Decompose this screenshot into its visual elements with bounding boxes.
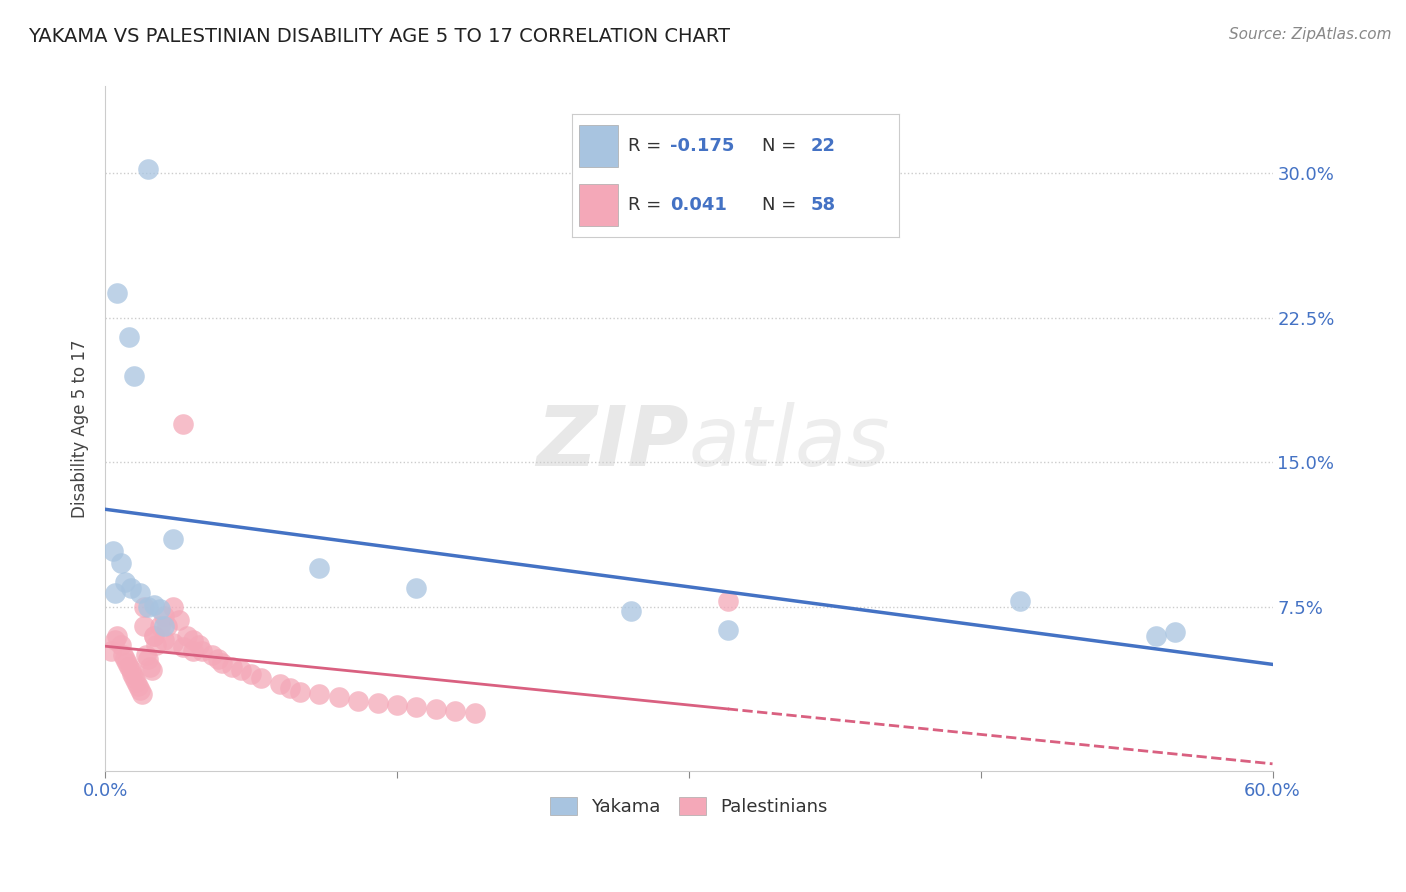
Point — [145, 639, 167, 653]
Point — [120, 581, 142, 595]
Point — [211, 656, 233, 670]
Point — [139, 659, 162, 673]
Point — [181, 644, 204, 658]
Point — [278, 681, 301, 695]
Point — [191, 644, 214, 658]
Point — [100, 644, 122, 658]
Point — [464, 706, 486, 720]
Point — [717, 594, 740, 608]
Point — [181, 632, 204, 647]
Point — [111, 648, 134, 662]
Point — [127, 679, 149, 693]
Point — [142, 629, 165, 643]
Point — [104, 632, 127, 647]
Point — [105, 629, 128, 643]
Point — [110, 556, 132, 570]
Point — [1144, 629, 1167, 643]
Point — [172, 417, 194, 431]
Point — [124, 368, 146, 383]
Point — [117, 330, 139, 344]
Point — [405, 581, 427, 595]
Point — [162, 636, 184, 650]
Point — [619, 604, 641, 618]
Point — [129, 682, 152, 697]
Point — [1008, 594, 1031, 608]
Text: YAKAMA VS PALESTINIAN DISABILITY AGE 5 TO 17 CORRELATION CHART: YAKAMA VS PALESTINIAN DISABILITY AGE 5 T… — [28, 27, 730, 45]
Point — [207, 652, 229, 666]
Point — [385, 698, 408, 713]
Point — [136, 652, 159, 666]
Point — [134, 599, 156, 614]
Point — [114, 652, 136, 666]
Point — [172, 640, 194, 655]
Point — [444, 704, 467, 718]
Point — [101, 544, 124, 558]
Point — [156, 619, 179, 633]
Point — [120, 664, 142, 678]
Point — [152, 609, 174, 624]
Point — [167, 613, 190, 627]
Point — [405, 700, 427, 714]
Point — [221, 659, 243, 673]
Point — [328, 690, 350, 705]
Point — [308, 561, 330, 575]
Point — [152, 632, 174, 647]
Point — [124, 671, 146, 685]
Text: ZIP: ZIP — [536, 401, 689, 483]
Point — [135, 648, 157, 662]
Point — [125, 675, 148, 690]
Point — [115, 656, 138, 670]
Point — [152, 619, 174, 633]
Point — [288, 684, 311, 698]
Point — [240, 667, 263, 681]
Point — [142, 598, 165, 612]
Point — [149, 619, 172, 633]
Point — [201, 648, 224, 662]
Point — [162, 599, 184, 614]
Point — [104, 586, 127, 600]
Text: atlas: atlas — [689, 401, 890, 483]
Point — [117, 659, 139, 673]
Point — [717, 623, 740, 637]
Point — [425, 702, 447, 716]
Point — [187, 639, 209, 653]
Point — [162, 533, 184, 547]
Text: Source: ZipAtlas.com: Source: ZipAtlas.com — [1229, 27, 1392, 42]
Point — [142, 629, 165, 643]
Point — [141, 664, 163, 678]
Point — [114, 574, 136, 589]
Point — [176, 629, 198, 643]
Point — [308, 687, 330, 701]
Point — [269, 677, 291, 691]
Point — [131, 687, 153, 701]
Point — [367, 696, 389, 710]
Y-axis label: Disability Age 5 to 17: Disability Age 5 to 17 — [72, 339, 89, 517]
Point — [347, 694, 370, 708]
Legend: Yakama, Palestinians: Yakama, Palestinians — [543, 789, 835, 823]
Point — [250, 671, 273, 685]
Point — [231, 664, 253, 678]
Point — [105, 285, 128, 300]
Point — [110, 639, 132, 653]
Point — [121, 667, 143, 681]
Point — [1164, 624, 1187, 639]
Point — [136, 599, 159, 614]
Point — [149, 601, 172, 615]
Point — [129, 586, 152, 600]
Point — [134, 619, 156, 633]
Point — [136, 162, 159, 177]
